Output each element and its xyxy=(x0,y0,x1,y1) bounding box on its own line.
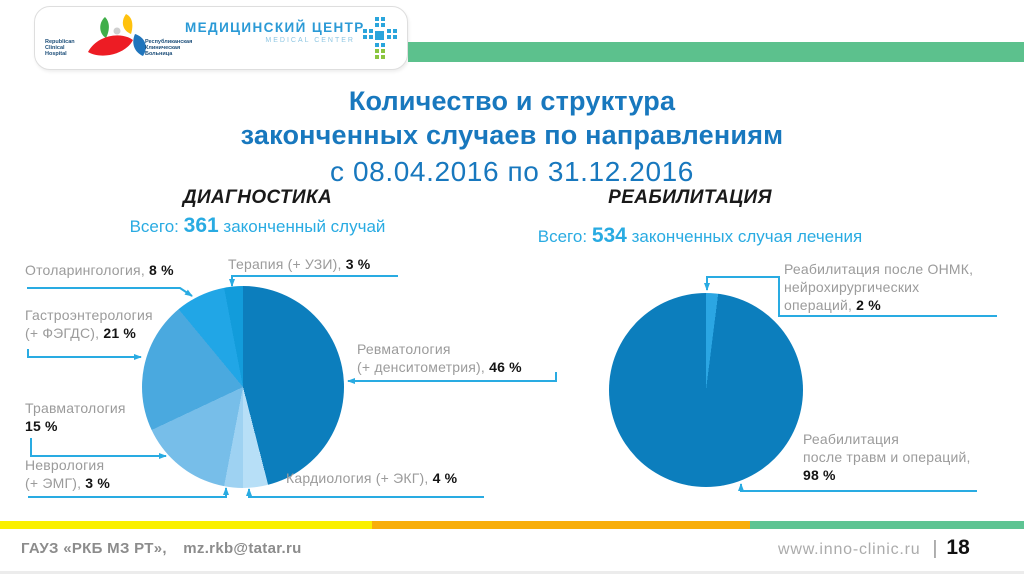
label-therapy-text: Терапия (+ УЗИ), xyxy=(228,256,342,272)
label-onmk-line2: нейрохирургических xyxy=(784,279,920,295)
footer-organization: ГАУЗ «РКБ МЗ РТ», mz.rkb@tatar.ru xyxy=(21,540,302,557)
connector-therapy xyxy=(229,275,398,287)
diagnostics-total-value: 361 xyxy=(183,214,219,237)
logo-text-ru-1: Республиканская xyxy=(145,38,192,45)
header-green-bar xyxy=(408,42,1024,62)
connector-traumatology xyxy=(30,438,167,459)
rehabilitation-total-suffix: законченных случая лечения xyxy=(631,227,863,246)
label-cardiology: Кардиология (+ ЭКГ), 4 % xyxy=(286,469,457,487)
diagnostics-total-prefix: Всего: xyxy=(129,217,179,236)
label-gastroenterology-line2: (+ ФЭГДС), xyxy=(25,325,100,341)
page-number: 18 xyxy=(946,536,970,559)
title-line-1: Количество и структура xyxy=(348,86,676,116)
label-onmk: Реабилитация после ОНМК, нейрохирургичес… xyxy=(784,260,973,314)
label-onmk-pct: 2 % xyxy=(856,297,881,313)
label-cardiology-text: Кардиология (+ ЭКГ), xyxy=(286,470,429,486)
rehabilitation-total: Всего: 534 законченных случая лечения xyxy=(500,224,900,248)
label-cardiology-pct: 4 % xyxy=(432,470,458,486)
label-neurology-pct: 3 % xyxy=(85,475,111,491)
logo-text-en-3: Hospital xyxy=(45,51,67,57)
rehabilitation-total-value: 534 xyxy=(591,224,627,247)
connector-post-trauma xyxy=(738,483,977,492)
footer-right-block: www.inno-clinic.ru | 18 xyxy=(778,536,1003,560)
hospital-logo-card: Republican Clinical Hospital Республикан… xyxy=(34,6,408,70)
label-therapy-pct: 3 % xyxy=(345,256,371,272)
title-line-2: законченных случаев по направлениям xyxy=(240,120,784,150)
label-traumatology: Травматология 15 % xyxy=(25,399,126,435)
footer-bar-orange xyxy=(372,521,750,529)
section-heading-diagnostics: ДИАГНОСТИКА xyxy=(182,187,333,208)
label-otolaryngology-pct: 8 % xyxy=(149,262,174,278)
label-gastroenterology-pct: 21 % xyxy=(103,325,137,341)
label-neurology: Неврология (+ ЭМГ), 3 % xyxy=(25,456,110,492)
bottom-edge-strip xyxy=(0,571,1024,574)
brand-block: МЕДИЦИНСКИЙ ЦЕНТР MEDICAL CENTER xyxy=(185,20,365,44)
section-heading-rehabilitation: РЕАБИЛИТАЦИЯ xyxy=(608,187,772,208)
logo-text-en-2: Clinical xyxy=(45,45,65,51)
footer-org-name: ГАУЗ «РКБ МЗ РТ», xyxy=(21,540,167,557)
label-gastroenterology: Гастроэнтерология (+ ФЭГДС), 21 % xyxy=(25,306,153,342)
diagnostics-total: Всего: 361 законченный случай xyxy=(60,214,455,238)
label-post-trauma-line2: после травм и операций, xyxy=(803,449,971,465)
logo-figures-icon xyxy=(88,14,146,56)
connector-cardiology xyxy=(246,488,484,498)
brand-title: МЕДИЦИНСКИЙ ЦЕНТР xyxy=(185,20,365,35)
label-rheumatology-line2: (+ денситометрия), xyxy=(357,359,485,375)
label-otolaryngology: Отоларингология, 8 % xyxy=(25,261,174,279)
logo-text-en-1: Republican xyxy=(45,39,75,45)
label-therapy: Терапия (+ УЗИ), 3 % xyxy=(228,255,370,273)
footer-divider: | xyxy=(932,538,938,559)
label-neurology-line1: Неврология xyxy=(25,457,105,473)
label-rheumatology: Ревматология (+ денситометрия), 46 % xyxy=(357,340,522,376)
label-onmk-line1: Реабилитация после ОНМК, xyxy=(784,261,974,277)
diagnostics-total-suffix: законченный случай xyxy=(223,217,386,236)
label-post-trauma-line1: Реабилитация xyxy=(803,431,899,447)
footer-bar-green xyxy=(750,521,1024,529)
rehabilitation-total-prefix: Всего: xyxy=(537,227,588,246)
footer-bar-yellow xyxy=(0,521,372,529)
label-post-trauma-pct: 98 % xyxy=(803,467,836,483)
label-traumatology-pct: 15 % xyxy=(25,418,58,434)
title-date-range: с 08.04.2016 по 31.12.2016 xyxy=(330,156,694,187)
brand-subtitle: MEDICAL CENTER xyxy=(265,37,355,44)
footer-email: mz.rkb@tatar.ru xyxy=(183,540,302,557)
label-gastroenterology-line1: Гастроэнтерология xyxy=(25,307,153,323)
label-onmk-line3: операций, xyxy=(784,297,853,313)
footer-website: www.inno-clinic.ru xyxy=(778,541,921,558)
label-traumatology-line1: Травматология xyxy=(25,400,126,416)
pie-chart-diagnostics xyxy=(142,286,344,488)
label-rheumatology-pct: 46 % xyxy=(489,359,522,375)
logo-text-ru-2: Клиническая xyxy=(145,45,180,51)
pie-chart-rehabilitation xyxy=(609,293,803,487)
label-rheumatology-line1: Ревматология xyxy=(357,341,451,357)
dots-cross-icon xyxy=(363,17,397,59)
hospital-logo: Republican Clinical Hospital Республикан… xyxy=(45,14,192,57)
label-neurology-line2: (+ ЭМГ), xyxy=(25,475,82,491)
logo-text-ru-3: Больница xyxy=(145,51,173,57)
connector-otolaryngology xyxy=(27,287,193,297)
slide-title: Количество и структура законченных случа… xyxy=(0,84,1024,192)
label-post-trauma: Реабилитация после травм и операций, 98 … xyxy=(803,430,971,484)
connector-gastroenterology xyxy=(27,349,142,360)
label-otolaryngology-text: Отоларингология, xyxy=(25,262,145,278)
